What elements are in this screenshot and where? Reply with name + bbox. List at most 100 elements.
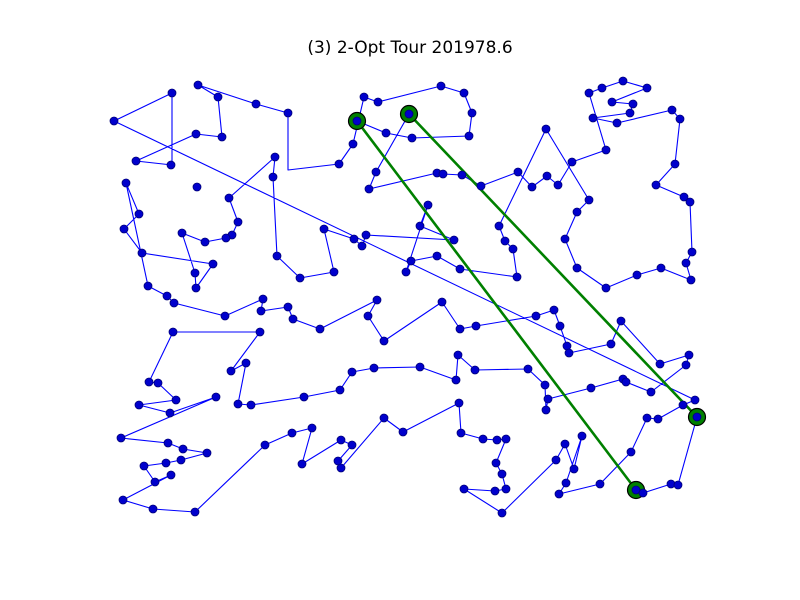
tour-node [283,302,293,312]
tour-node [572,263,582,273]
tour-node [436,81,446,91]
tour-node [283,108,293,118]
tour-node [211,392,221,402]
tour-node [224,193,234,203]
tour-node [153,378,163,388]
tour-node [500,236,510,246]
tour-node [119,224,129,234]
tour-node [134,400,144,410]
tour-node [621,377,631,387]
tour-node [268,172,278,182]
tour-node [363,311,373,321]
tour-node [541,405,551,415]
tour-node [336,463,346,473]
tour-node [161,458,171,468]
tour-node [116,433,126,443]
tour-node [491,458,501,468]
tour-node [687,247,697,257]
tour-node [451,375,461,385]
tour-node [543,394,553,404]
tour-node [625,108,635,118]
tour-node [597,83,607,93]
tour-node [220,311,230,321]
tour-node [347,440,357,450]
tour-node [162,291,172,301]
tour-node [618,76,628,86]
tour-node [437,297,447,307]
tour-node [109,116,119,126]
tour-node [584,195,594,205]
tour-node [166,470,176,480]
tour-node [121,178,131,188]
tour-node [584,88,594,98]
tour-node [656,263,666,273]
tour-node [364,184,374,194]
tour-node [501,434,511,444]
tour-node [512,272,522,282]
tour-node [415,362,425,372]
tour-node [359,92,369,102]
tour-node [540,380,550,390]
tour-node [616,316,626,326]
tour-node [260,440,270,450]
tour-node [272,251,282,261]
tour-node [577,431,587,441]
tour-node [334,159,344,169]
tour-node [361,230,371,240]
tour-node [307,423,317,433]
swap-edge-2 [408,113,698,418]
tour-node [319,224,329,234]
chart-title: (3) 2-Opt Tour 201978.6 [307,38,512,58]
tour-node [190,507,200,517]
tour-node [169,298,179,308]
tour-node [673,480,683,490]
tour-node [369,363,379,373]
tour-node [678,400,688,410]
tour-node [612,118,622,128]
tour-node [329,267,339,277]
tour-node [139,461,149,471]
tour-node [497,469,507,479]
tour-node [379,413,389,423]
tour-node [233,399,243,409]
tour-node [541,124,551,134]
tour-node [381,128,391,138]
tour-node [373,97,383,107]
tour-node [675,114,685,124]
tour-node [455,264,465,274]
tour-node [478,434,488,444]
tour-node [347,367,357,377]
tour-node [606,339,616,349]
tour-node [464,131,474,141]
tour-node [165,408,175,418]
tour-node [432,251,442,261]
tour-node [406,256,416,266]
tour-node [561,478,571,488]
tour-node [134,209,144,219]
tour-node [454,398,464,408]
tour-node [651,180,661,190]
tour-node [415,221,425,231]
tour-node [494,221,504,231]
tour-node [531,311,541,321]
tour-node [555,321,565,331]
tour-node [572,207,582,217]
tour-node [527,182,537,192]
tour-node [508,244,518,254]
tour-node [379,336,389,346]
tour-node [569,464,579,474]
tour-node [457,170,467,180]
tour-node [632,270,642,280]
tour-node [553,180,563,190]
tour-node [287,428,297,438]
tour-node [191,283,201,293]
tour-node [681,258,691,268]
tour-node [655,359,665,369]
tour-node [163,438,173,448]
tour-node [692,412,702,422]
tour-node [438,169,448,179]
tour-node [653,414,663,424]
tour-node [118,495,128,505]
tour-node [178,444,188,454]
